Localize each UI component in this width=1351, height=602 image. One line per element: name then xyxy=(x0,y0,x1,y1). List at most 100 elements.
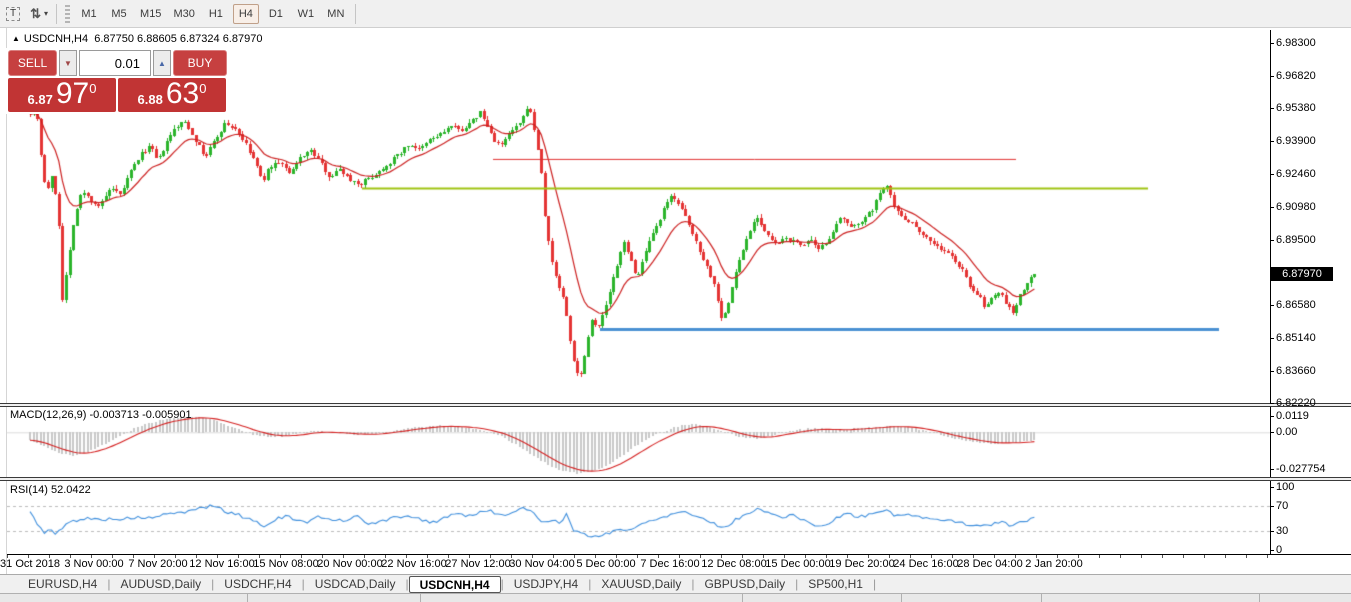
price-axis-tick: 6.89500 xyxy=(1276,234,1316,246)
macd-name: MACD(12,26,9) xyxy=(10,409,87,421)
panel-splitter-macd[interactable] xyxy=(0,403,1351,407)
tab-separator: | xyxy=(107,577,111,591)
timeframe-button-M1[interactable]: M1 xyxy=(76,4,102,24)
status-strip xyxy=(0,593,1351,602)
rsi-value: 52.0422 xyxy=(50,484,91,496)
time-axis-label: 31 Oct 2018 xyxy=(0,558,60,570)
sell-price-pips: 97 xyxy=(55,77,90,110)
time-axis-label: 7 Nov 20:00 xyxy=(128,558,188,570)
price-tick-dash xyxy=(1270,240,1274,241)
trade-controls-row: SELL ▼ ▲ BUY xyxy=(8,50,227,76)
macd-axis-tick: 0.0119 xyxy=(1276,410,1309,423)
timeframe-button-H4[interactable]: H4 xyxy=(232,3,259,24)
time-axis-ticks xyxy=(7,555,1270,558)
tab-separator: | xyxy=(405,577,409,591)
tab-separator: | xyxy=(691,577,695,591)
sell-button[interactable]: SELL xyxy=(8,50,57,76)
price-tick-dash xyxy=(1270,305,1274,307)
price-axis-tick: 6.93900 xyxy=(1276,135,1316,148)
rsi-name: RSI(14) xyxy=(10,484,48,496)
tab-separator: | xyxy=(795,577,799,591)
macd-chart-canvas[interactable] xyxy=(7,407,1270,477)
toolbar-grip[interactable] xyxy=(65,4,71,23)
status-divider xyxy=(420,594,421,602)
time-axis-label: 5 Dec 00:00 xyxy=(576,558,636,570)
rsi-axis-tick: 70 xyxy=(1276,499,1289,512)
dropdown-caret-icon[interactable]: ▾ xyxy=(44,9,49,18)
time-axis-label: 20 Nov 00:00 xyxy=(317,558,383,570)
price-axis-tick: 6.95380 xyxy=(1276,102,1316,115)
sell-price-box[interactable]: 6.87 97 0 xyxy=(8,78,116,112)
chart-symbol-period: USDCNH,H4 xyxy=(23,33,89,45)
spin-up-icon: ▲ xyxy=(158,58,166,68)
time-axis-label: 3 Nov 00:00 xyxy=(64,558,124,570)
chart-tab-SP500[interactable]: SP500,H1 xyxy=(808,576,863,591)
timeframe-group: M1 M5 M15 M30 H1 H4 D1 W1 MN xyxy=(74,3,351,24)
time-axis-label: 27 Nov 12:00 xyxy=(445,558,511,570)
tab-separator: | xyxy=(588,577,592,591)
trade-prices-row: 6.87 97 0 6.88 63 0 xyxy=(8,78,227,112)
macd-tick-dash xyxy=(1270,469,1274,471)
price-tick-dash xyxy=(1270,206,1274,208)
volume-decrease-button[interactable]: ▼ xyxy=(59,50,77,76)
price-axis-tick: 6.83660 xyxy=(1276,364,1316,377)
collapse-arrow-icon[interactable]: ▲ xyxy=(12,34,20,43)
buy-price-point: 0 xyxy=(199,81,207,96)
status-divider xyxy=(1259,594,1260,602)
rsi-tick-dash xyxy=(1270,486,1274,488)
buy-price-base: 6.88 xyxy=(137,92,163,107)
buy-price-box[interactable]: 6.88 63 0 xyxy=(118,78,226,112)
time-axis-label: 7 Dec 16:00 xyxy=(640,558,700,570)
rsi-axis-tick: 100 xyxy=(1276,480,1295,493)
time-axis-label: 30 Nov 04:00 xyxy=(509,558,575,570)
timeframe-button-M30[interactable]: M30 xyxy=(169,4,198,24)
rsi-tick-dash xyxy=(1270,531,1274,533)
macd-tick-dash xyxy=(1270,416,1274,418)
chart-tab-XAUUSD[interactable]: XAUUSD,Daily xyxy=(601,576,682,591)
sell-price-point: 0 xyxy=(89,81,97,96)
chart-tab-AUDUSD[interactable]: AUDUSD,Daily xyxy=(120,576,202,591)
price-tick-dash xyxy=(1270,337,1274,339)
buy-button[interactable]: BUY xyxy=(173,50,227,76)
rsi-tick-dash xyxy=(1270,505,1274,507)
chart-tabs-bar: EURUSD,H4 | AUDUSD,Daily | USDCHF,H4 | USDCAD,… xyxy=(0,574,1351,593)
one-click-trade-panel: SELL ▼ ▲ BUY 6.87 97 0 6.88 63 0 xyxy=(6,48,229,114)
price-tick-dash xyxy=(1270,108,1274,110)
timeframe-button-M5[interactable]: M5 xyxy=(106,4,132,24)
rsi-chart-canvas[interactable] xyxy=(7,481,1270,554)
macd-values: -0.003713 -0.005901 xyxy=(89,409,192,421)
timeframe-button-W1[interactable]: W1 xyxy=(293,4,319,24)
panel-splitter-rsi[interactable] xyxy=(0,477,1351,481)
text-tool-button[interactable]: T xyxy=(2,3,24,25)
timeframe-button-MN[interactable]: MN xyxy=(323,4,349,24)
time-axis-label: 15 Nov 08:00 xyxy=(253,558,319,570)
timeframe-button-H1[interactable]: H1 xyxy=(203,4,229,24)
status-divider xyxy=(742,594,743,602)
price-axis-tick: 6.85140 xyxy=(1276,331,1316,344)
window-left-border xyxy=(6,28,7,574)
rsi-axis-tick: 30 xyxy=(1276,525,1289,538)
volume-increase-button[interactable]: ▲ xyxy=(153,50,171,76)
spin-down-icon: ▼ xyxy=(64,58,72,68)
rsi-label: RSI(14) 52.0422 xyxy=(10,484,91,496)
price-axis-tick: 6.98300 xyxy=(1276,36,1316,49)
price-tick-dash xyxy=(1270,403,1274,404)
chart-tab-EURUSD[interactable]: EURUSD,H4 xyxy=(28,576,98,591)
chart-tab-USDCNH[interactable]: USDCNH,H4 xyxy=(408,575,501,593)
price-axis-tick: 6.92460 xyxy=(1276,167,1316,180)
chart-tab-USDCAD[interactable]: USDCAD,Daily xyxy=(314,576,396,591)
arrows-icon: ⇅ xyxy=(30,5,42,21)
timeframe-button-D1[interactable]: D1 xyxy=(263,4,289,24)
current-price-tag: 6.87970 xyxy=(1271,267,1333,282)
chart-tab-USDJPY[interactable]: USDJPY,H4 xyxy=(513,576,579,591)
price-axis-tick: 6.86580 xyxy=(1276,299,1316,312)
arrows-tool-button[interactable]: ⇅ ▾ xyxy=(26,3,52,25)
chart-tab-GBPUSD[interactable]: GBPUSD,Daily xyxy=(704,576,786,591)
chart-title: ▲ USDCNH,H4 6.87750 6.88605 6.87324 6.879… xyxy=(12,33,262,45)
volume-input[interactable] xyxy=(79,50,151,76)
timeframe-button-M15[interactable]: M15 xyxy=(136,4,165,24)
time-axis-label: 2 Jan 20:00 xyxy=(1025,558,1083,570)
sell-price-base: 6.87 xyxy=(27,92,53,107)
time-axis-label: 15 Dec 00:00 xyxy=(765,558,831,570)
chart-tab-USDCHF[interactable]: USDCHF,H4 xyxy=(224,576,292,591)
